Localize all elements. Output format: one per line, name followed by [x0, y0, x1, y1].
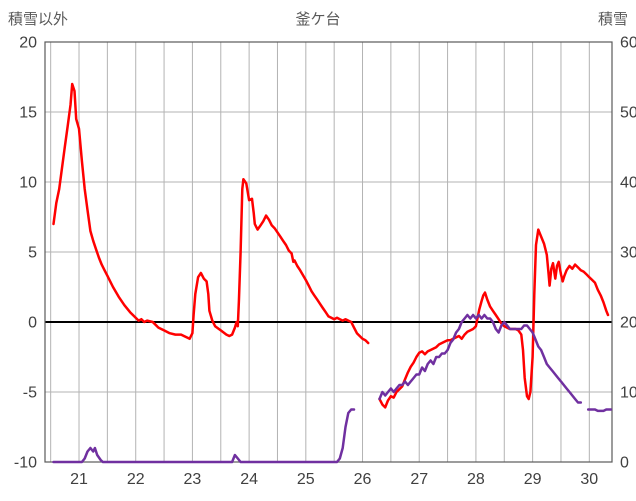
left-axis-title: 積雪以外 [8, 11, 69, 28]
x-tick-label: 29 [524, 471, 542, 488]
x-tick-label: 26 [354, 471, 372, 488]
snow-depth-line [378, 313, 583, 404]
non-snow-line [378, 228, 610, 409]
right-y-tick-label: 20 [620, 315, 636, 332]
x-tick-label: 27 [410, 471, 428, 488]
x-tick-label: 30 [580, 471, 598, 488]
non-snow-line [52, 82, 370, 345]
x-tick-label: 21 [70, 471, 88, 488]
right-y-tick-label: 10 [620, 385, 636, 402]
right-axis-title: 積雪 [597, 11, 628, 28]
right-y-tick-label: 50 [620, 105, 636, 122]
left-y-tick-label: 10 [19, 175, 37, 192]
snow-depth-line [586, 408, 613, 413]
x-tick-label: 22 [127, 471, 145, 488]
left-y-tick-label: -10 [14, 455, 37, 472]
chart-title: 釜ケ台 [295, 11, 341, 28]
x-tick-label: 28 [467, 471, 485, 488]
x-tick-label: 23 [184, 471, 202, 488]
left-y-tick-label: 20 [19, 35, 37, 52]
left-y-tick-label: -5 [23, 385, 37, 402]
right-y-tick-label: 30 [620, 245, 636, 262]
left-y-tick-label: 0 [28, 315, 37, 332]
right-y-tick-label: 60 [620, 35, 636, 52]
left-y-tick-label: 5 [28, 245, 37, 262]
right-y-tick-label: 40 [620, 175, 636, 192]
x-tick-label: 24 [240, 471, 258, 488]
left-y-tick-label: 15 [19, 105, 37, 122]
x-tick-label: 25 [297, 471, 315, 488]
snow-depth-line [52, 408, 356, 464]
right-y-tick-label: 0 [620, 455, 629, 472]
